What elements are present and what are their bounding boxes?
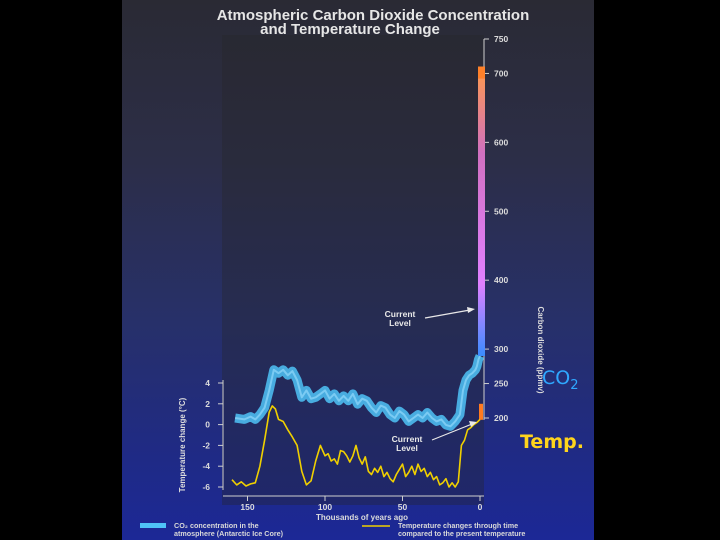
left-axis-tick-label: 2 [205, 399, 210, 409]
co2-current-level-line1: Current [385, 309, 416, 319]
legend-co2-line1: CO₂ concentration in the [174, 521, 259, 530]
co2-series-core [234, 355, 481, 428]
right-axis-tick-label: 750 [494, 34, 508, 44]
series-layer [231, 66, 485, 488]
temp-side-label: Temp. [520, 431, 584, 453]
temp-current-level-arrow [431, 423, 473, 441]
y-right-axis-label: Carbon dioxide (ppmv) [536, 306, 545, 393]
x-axis-tick-label: 50 [398, 502, 408, 512]
legend-co2-swatch [140, 523, 166, 528]
y-left-axis-label: Temperature change (°C) [178, 397, 187, 492]
right-axis-tick-label: 500 [494, 206, 508, 216]
temp-current-level-line2: Level [396, 443, 418, 453]
legend-temp-line2: compared to the present temperature [398, 529, 525, 538]
chart-slide: Atmospheric Carbon Dioxide Concentration… [122, 0, 594, 540]
left-axis-tick-label: -2 [202, 440, 210, 450]
temp-current-level-line1: Current [392, 434, 423, 444]
co2-projection-top [478, 66, 485, 79]
co2-arrowhead [467, 307, 475, 313]
right-axis-tick-label: 700 [494, 68, 508, 78]
right-axis-tick-label: 200 [494, 413, 508, 423]
co2-current-level-line2: Level [389, 318, 411, 328]
x-axis-tick-label: 150 [240, 502, 254, 512]
bottom-axis: 150 100 50 0 [223, 495, 484, 512]
co2-projection-column [478, 66, 485, 356]
x-axis-tick-label: 0 [478, 502, 483, 512]
left-axis: 4 2 0 -2 -4 -6 [202, 378, 224, 492]
temp-arrowhead [469, 421, 477, 427]
temperature-series-line [231, 405, 481, 488]
right-axis-tick-label: 250 [494, 379, 508, 389]
chart-svg: Atmospheric Carbon Dioxide Concentration… [140, 7, 584, 538]
x-axis-label: Thousands of years ago [316, 513, 408, 522]
chart-title-line2: and Temperature Change [260, 21, 440, 38]
right-axis-tick-label: 400 [494, 275, 508, 285]
right-axis-tick-label: 600 [494, 137, 508, 147]
left-axis-tick-label: 4 [205, 378, 210, 388]
right-axis-tick-label: 300 [494, 344, 508, 354]
co2-current-level-arrow [424, 309, 471, 319]
left-axis-tick-label: -6 [202, 482, 210, 492]
co2-side-label: CO2 [542, 367, 579, 393]
plot-area [222, 35, 484, 505]
temp-projection-marker [479, 403, 483, 420]
chart-title-line1: Atmospheric Carbon Dioxide Concentration [217, 7, 530, 24]
right-axis: 750 700 600 500 400 300 250 200 [483, 34, 508, 423]
left-axis-tick-label: 0 [205, 420, 210, 430]
left-axis-tick-label: -4 [202, 461, 210, 471]
legend-temp-line1: Temperature changes through time [398, 521, 518, 530]
legend-co2-line2: atmosphere (Antarctic Ice Core) [174, 529, 284, 538]
x-axis-tick-label: 100 [318, 502, 332, 512]
